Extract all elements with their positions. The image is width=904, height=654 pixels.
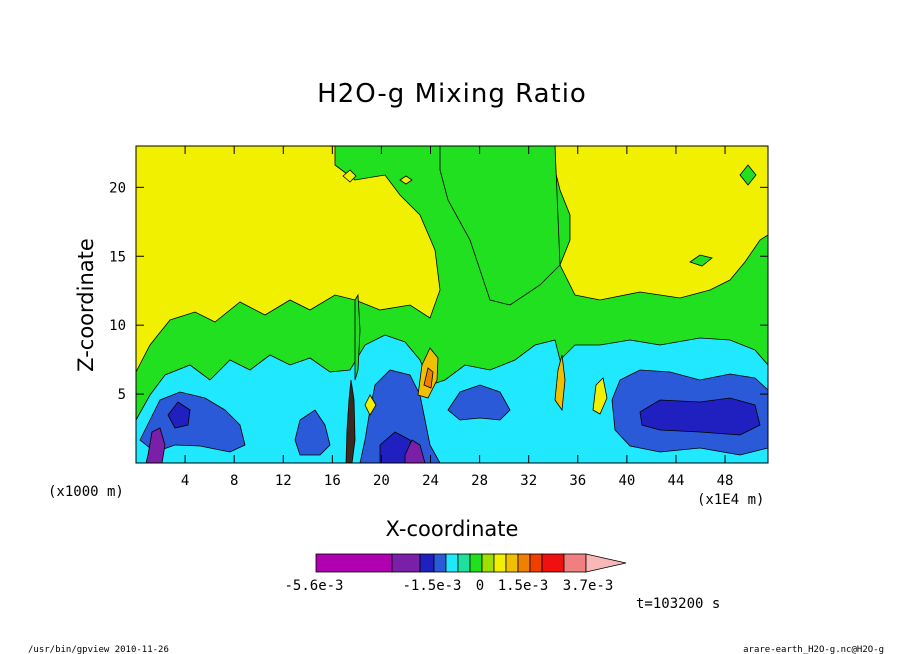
x-tick-label: 20: [373, 473, 390, 489]
contour-orange-core: [423, 367, 434, 389]
colorbar-swatch: [391, 553, 421, 573]
colorbar-swatch: [563, 553, 587, 573]
colorbar-tick-label: -1.5e-3: [402, 578, 461, 594]
contour-vertical-streak-3: [554, 354, 566, 412]
x-tick-label: 16: [324, 473, 341, 489]
x-tick-label: 48: [717, 473, 734, 489]
contour-green-plume: [439, 146, 561, 306]
colorbar-swatch: [419, 553, 435, 573]
time-label: t=103200 s: [636, 596, 720, 612]
contour-yellow-plume: [592, 377, 608, 415]
colorbar-swatch: [493, 553, 507, 573]
x-tick-label: 24: [422, 473, 439, 489]
x-tick-label: 32: [520, 473, 537, 489]
colorbar-tick-label: 1.5e-3: [498, 578, 549, 594]
colorbar-swatch: [505, 553, 519, 573]
x-axis-label: X-coordinate: [386, 517, 519, 541]
contour-blue-mid: [294, 409, 331, 456]
contour-yellow-island: [342, 169, 357, 183]
colorbar: -5.6e-3 -1.5e-3 0 1.5e-3 3.7e-3: [284, 553, 627, 594]
colorbar-arrow: [585, 553, 627, 573]
x-tick-label: 44: [668, 473, 685, 489]
colorbar-swatch: [315, 553, 393, 573]
colorbar-swatch: [445, 553, 459, 573]
y-tick-label: 15: [109, 249, 126, 265]
colorbar-tick-label: 3.7e-3: [563, 578, 614, 594]
contour-cyan-region: [136, 334, 768, 463]
contour-vertical-streak-2: [354, 293, 361, 381]
contour-blue-right1: [447, 384, 511, 421]
plot-frame: [135, 145, 769, 464]
x-tick-label: 12: [275, 473, 292, 489]
contour-blue-center: [359, 369, 441, 463]
x-tick-label: 4: [181, 473, 189, 489]
colorbar-tick-label: -5.6e-3: [284, 578, 343, 594]
colorbar-swatch: [433, 553, 447, 573]
x-tick-label: 28: [471, 473, 488, 489]
colorbar-tick-label: 0: [476, 578, 484, 594]
contour-navy-core: [167, 401, 191, 429]
contour-green-patch: [689, 254, 713, 267]
contour-fill: [136, 146, 768, 463]
contour-yellow-plume-2: [364, 394, 377, 416]
footer-left: /usr/bin/gpview 2010-11-26: [28, 645, 169, 654]
x-tick-label: 8: [230, 473, 238, 489]
x-axis-unit-left: (x1000 m): [48, 484, 124, 500]
y-axis-label: Z-coordinate: [74, 238, 98, 372]
contour-navy-core-2: [639, 397, 761, 436]
contour-yellow-island-2: [399, 175, 413, 185]
colorbar-swatch: [469, 553, 483, 573]
contour-green-patch-2: [739, 164, 757, 186]
footer-right: arare-earth_H2O-g.nc@H2O-g: [743, 645, 884, 654]
chart-title: H2O-g Mixing Ratio: [317, 79, 587, 109]
contour-purple-patch: [145, 427, 166, 463]
colorbar-swatch: [481, 553, 495, 573]
x-axis-unit-right: (x1E4 m): [697, 492, 764, 508]
x-tick-label: 40: [618, 473, 635, 489]
x-tick-label: 36: [569, 473, 586, 489]
colorbar-swatch: [517, 553, 531, 573]
y-tick-label: 20: [109, 180, 126, 196]
y-tick-label: 5: [118, 387, 126, 403]
contour-vertical-streak: [345, 379, 356, 463]
contour-purple-patch-2: [404, 439, 426, 463]
colorbar-swatch: [529, 553, 543, 573]
colorbar-swatch: [541, 553, 565, 573]
colorbar-swatch: [457, 553, 471, 573]
y-tick-label: 10: [109, 318, 126, 334]
contour-blue-left: [139, 391, 246, 453]
